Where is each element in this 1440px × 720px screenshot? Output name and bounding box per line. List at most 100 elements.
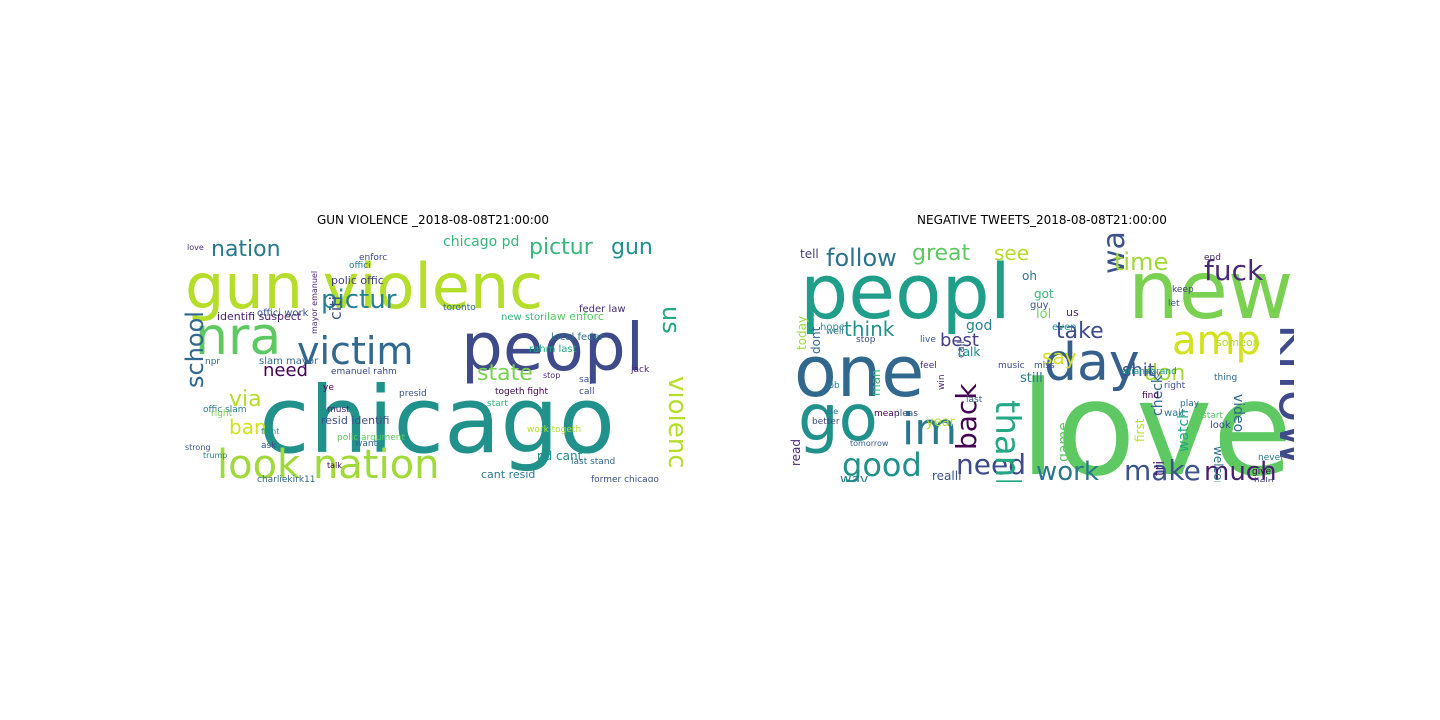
word: identifi suspect xyxy=(217,310,302,323)
word: find xyxy=(1142,391,1159,401)
word: toronto xyxy=(443,303,476,313)
word: thank xyxy=(987,400,1027,482)
word: state xyxy=(477,361,533,386)
word: miss xyxy=(1034,361,1055,371)
word: polic argument xyxy=(337,433,406,443)
word: slam mayor xyxy=(259,356,319,367)
word: play xyxy=(1180,399,1200,409)
word: live xyxy=(920,335,936,345)
word: start xyxy=(487,399,508,409)
word: man xyxy=(869,369,883,396)
word: us xyxy=(657,306,685,334)
word: offici work xyxy=(257,308,309,319)
word: god xyxy=(966,318,992,334)
word: jack xyxy=(630,365,650,375)
word: must xyxy=(327,405,350,415)
word: job xyxy=(825,381,840,391)
word: got xyxy=(1034,287,1054,301)
word: right xyxy=(1164,381,1186,391)
word: hope xyxy=(820,322,845,333)
word: one xyxy=(794,331,924,413)
word: dont xyxy=(809,326,823,354)
word: ban xyxy=(229,415,267,439)
word: citi xyxy=(326,296,345,320)
word: love xyxy=(187,243,204,252)
word: mayor emanuel xyxy=(310,271,319,334)
word: best xyxy=(940,330,979,351)
word: first xyxy=(1133,418,1147,442)
word: guy xyxy=(1030,300,1049,311)
word: hey xyxy=(1146,369,1161,378)
word: chicago xyxy=(259,367,615,474)
word: video xyxy=(1230,394,1246,432)
word: good xyxy=(842,446,922,482)
word: polic offic xyxy=(331,274,384,287)
word: shit xyxy=(1122,360,1155,381)
word: last stand xyxy=(571,457,615,467)
word: emanuel rahm xyxy=(331,367,397,377)
word: start xyxy=(1202,411,1223,421)
word: back xyxy=(950,383,983,450)
word: local feder xyxy=(551,332,605,343)
word: music xyxy=(998,361,1025,371)
word: peopl xyxy=(800,247,1011,336)
word: law enforc xyxy=(547,310,604,323)
word: pleas xyxy=(894,409,918,419)
word: great xyxy=(912,241,971,266)
word: feder law xyxy=(579,304,626,315)
word: amp xyxy=(1172,318,1261,364)
word: nra xyxy=(195,307,281,367)
word: gun xyxy=(611,235,653,260)
word: new xyxy=(1128,244,1293,337)
word: year xyxy=(926,415,956,430)
wordcloud-gun-violence: chicago gun violenc peopl victim look nation… xyxy=(181,230,685,482)
word: via xyxy=(229,387,262,412)
word: give xyxy=(1252,467,1272,477)
word: know xyxy=(1267,324,1294,467)
word: go xyxy=(798,382,878,456)
word: pictur xyxy=(321,285,397,315)
word: former chicago xyxy=(591,475,659,482)
word: im xyxy=(902,404,957,455)
word: tomorrow xyxy=(850,439,889,448)
word: well xyxy=(826,327,844,337)
word: call xyxy=(956,341,967,358)
word: want xyxy=(1097,230,1132,274)
word: much xyxy=(1204,457,1277,482)
word: mean xyxy=(874,409,900,419)
word: lol xyxy=(1036,307,1051,322)
word: call xyxy=(579,387,594,397)
word: stop xyxy=(856,335,876,345)
word: cant resid xyxy=(481,468,535,481)
word: need xyxy=(263,360,308,381)
word: feel xyxy=(920,361,937,371)
word: fight xyxy=(261,427,279,436)
wordcloud-negative-tweets: love peopl new one go day know amp im good fuck wan… xyxy=(790,230,1294,482)
word: still xyxy=(1020,371,1043,386)
word: make xyxy=(1124,454,1201,482)
word: way xyxy=(840,472,868,482)
word: look nation xyxy=(217,442,439,482)
word: work xyxy=(1036,457,1099,482)
word: today xyxy=(795,316,809,350)
word: right xyxy=(211,409,233,419)
word: violenc xyxy=(662,376,685,469)
word: pd cant xyxy=(537,449,583,463)
word: nation xyxy=(211,237,281,262)
word: keep xyxy=(1172,285,1194,295)
word: wait xyxy=(1164,408,1185,419)
word: gun violenc xyxy=(185,250,543,323)
word: chicago pd xyxy=(443,234,519,250)
word: charliekirk11 xyxy=(257,475,315,482)
word: oh xyxy=(1022,269,1037,283)
word: trump xyxy=(203,451,227,460)
word: realli xyxy=(932,469,961,482)
word: someon xyxy=(1216,336,1260,349)
word: victim xyxy=(297,329,413,373)
word: npr xyxy=(205,357,220,367)
word: see xyxy=(994,241,1029,265)
word: ye xyxy=(323,383,334,393)
word: resid identifi xyxy=(321,414,389,427)
